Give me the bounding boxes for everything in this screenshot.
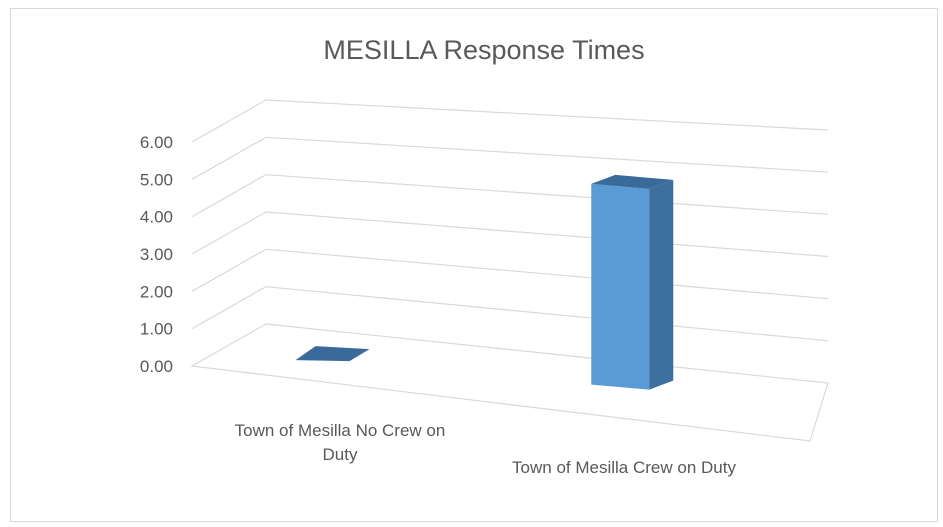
gridline: [265, 99, 829, 131]
bar-2: [591, 174, 674, 390]
gridline: [265, 248, 829, 300]
y-tick-label: 2.00: [140, 282, 173, 301]
y-tick-label: 0.00: [140, 357, 173, 376]
category-label-line: Town of Mesilla No Crew on: [235, 421, 446, 440]
gridline: [265, 136, 829, 173]
bar-1: [295, 346, 370, 362]
gridline-side: [191, 286, 267, 330]
bar-top: [295, 346, 370, 362]
bars: [295, 174, 674, 390]
gridline-side: [191, 136, 267, 180]
gridline-side: [191, 99, 267, 143]
bar-side: [649, 179, 674, 390]
category-label-line: Town of Mesilla Crew on Duty: [512, 458, 736, 477]
category-label: Town of Mesilla Crew on Duty: [512, 458, 736, 477]
y-tick-label: 4.00: [140, 208, 173, 227]
y-tick-label: 5.00: [140, 170, 173, 189]
y-tick-label: 6.00: [140, 133, 173, 152]
y-axis-ticks: 0.00 1.00 2.00 3.00 4.00 5.00 6.00: [140, 133, 173, 376]
category-label-line: Duty: [323, 445, 358, 464]
chart-title: MESILLA Response Times: [323, 35, 644, 65]
gridlines: [191, 99, 829, 342]
gridline-side: [191, 211, 267, 255]
category-label: Town of Mesilla No Crew on Duty: [235, 421, 446, 464]
gridline-side: [191, 174, 267, 218]
bar-front: [591, 183, 650, 390]
gridline-side: [191, 248, 267, 292]
gridline: [265, 174, 829, 215]
y-tick-label: 1.00: [140, 320, 173, 339]
gridline: [265, 211, 829, 258]
chart-frame: [10, 8, 938, 522]
y-tick-label: 3.00: [140, 245, 173, 264]
gridline: [265, 286, 829, 342]
bar-top: [591, 174, 674, 189]
